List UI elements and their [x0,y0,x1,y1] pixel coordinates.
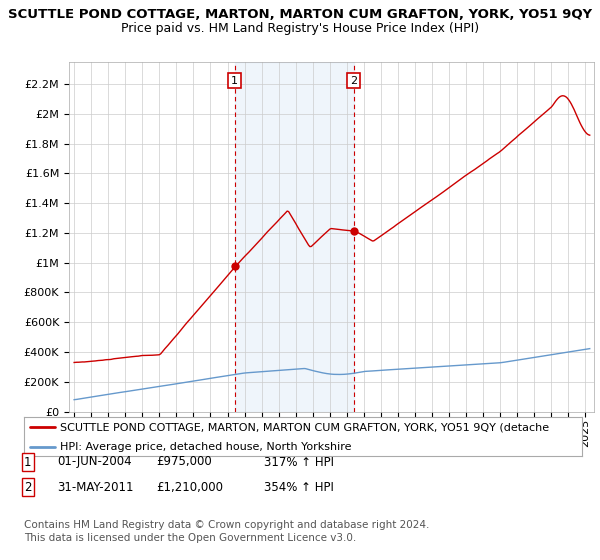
Text: 2: 2 [24,480,32,494]
Text: 1: 1 [24,455,32,469]
Text: 2: 2 [350,76,358,86]
Text: HPI: Average price, detached house, North Yorkshire: HPI: Average price, detached house, Nort… [60,442,352,451]
Text: Contains HM Land Registry data © Crown copyright and database right 2024.: Contains HM Land Registry data © Crown c… [24,520,430,530]
Text: 01-JUN-2004: 01-JUN-2004 [57,455,131,469]
Text: SCUTTLE POND COTTAGE, MARTON, MARTON CUM GRAFTON, YORK, YO51 9QY (detache: SCUTTLE POND COTTAGE, MARTON, MARTON CUM… [60,422,550,432]
Text: 1: 1 [231,76,238,86]
Text: 354% ↑ HPI: 354% ↑ HPI [264,480,334,494]
Bar [235,62,354,412]
Text: £1,210,000: £1,210,000 [156,480,223,494]
Text: SCUTTLE POND COTTAGE, MARTON, MARTON CUM GRAFTON, YORK, YO51 9QY: SCUTTLE POND COTTAGE, MARTON, MARTON CUM… [8,8,592,21]
Text: Price paid vs. HM Land Registry's House Price Index (HPI): Price paid vs. HM Land Registry's House … [121,22,479,35]
Text: 31-MAY-2011: 31-MAY-2011 [57,480,133,494]
Text: £975,000: £975,000 [156,455,212,469]
Text: This data is licensed under the Open Government Licence v3.0.: This data is licensed under the Open Gov… [24,533,356,543]
Text: 317% ↑ HPI: 317% ↑ HPI [264,455,334,469]
